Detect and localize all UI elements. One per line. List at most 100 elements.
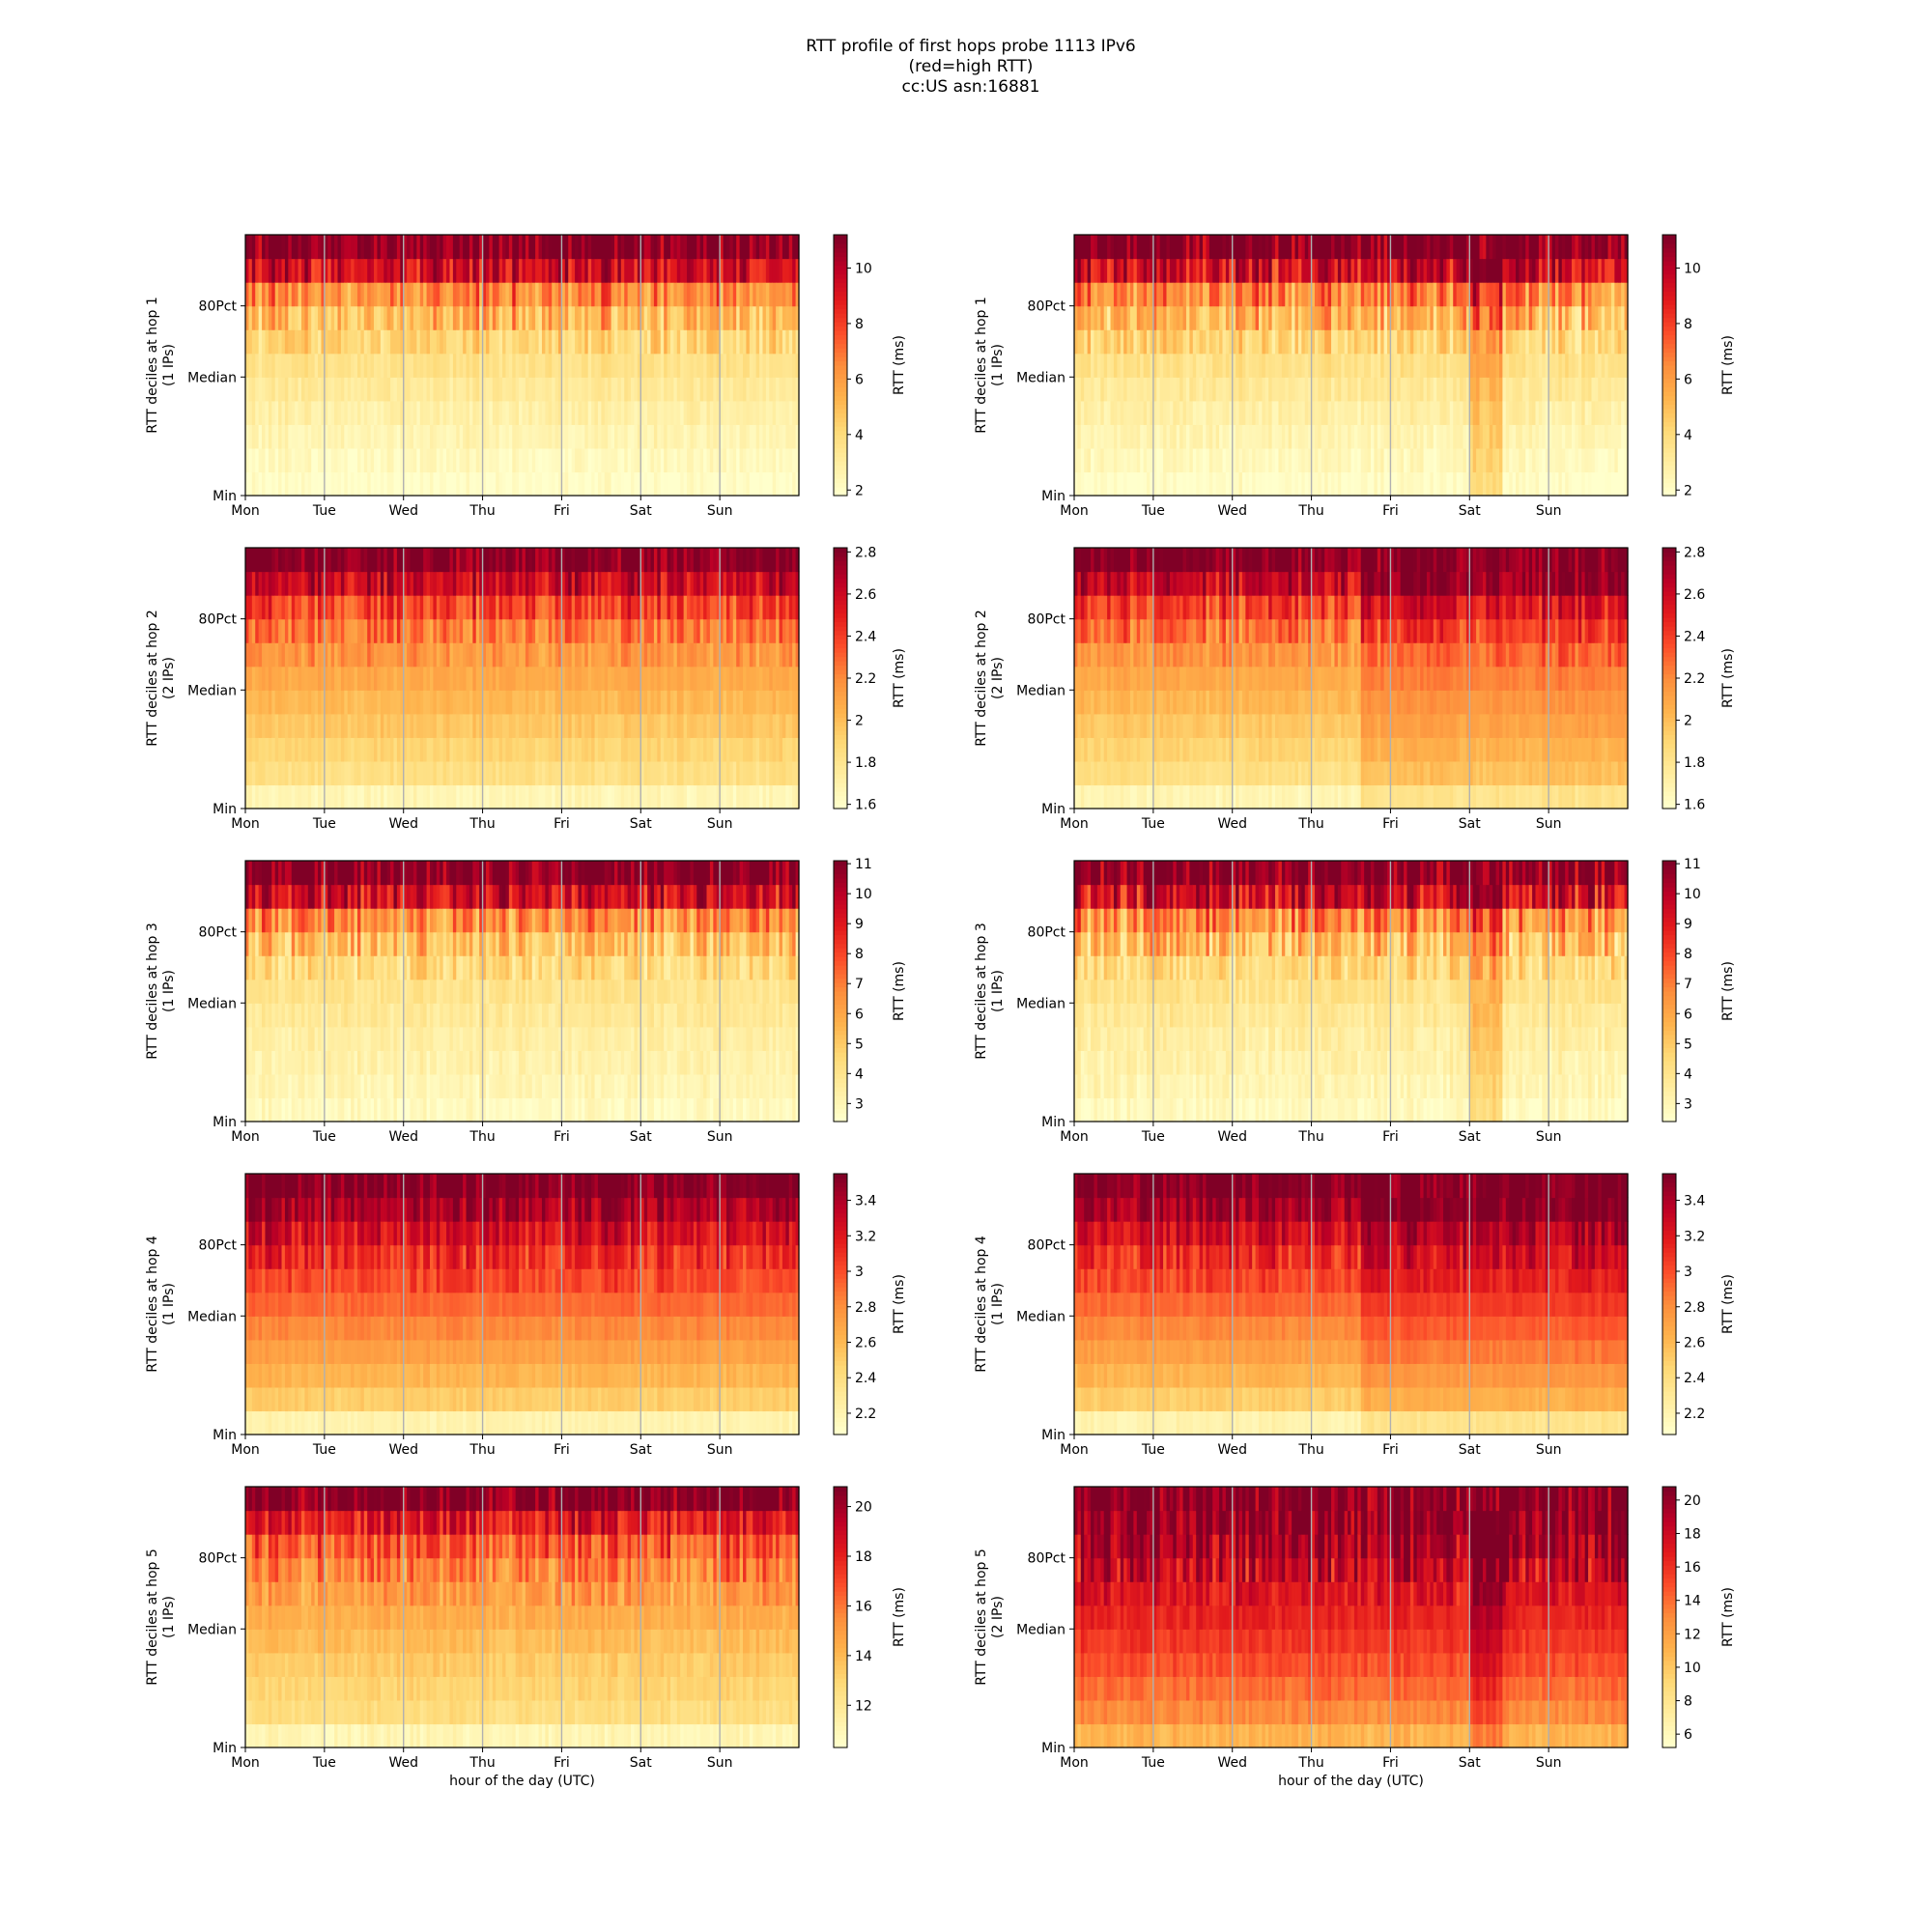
heatmap-cell <box>258 618 263 643</box>
heatmap-cell <box>676 471 681 497</box>
heatmap-cell <box>564 666 569 691</box>
heatmap-cell <box>776 447 781 473</box>
heatmap-cell <box>541 713 546 738</box>
heatmap-cell <box>1621 400 1626 425</box>
heatmap-cell <box>400 642 405 668</box>
heatmap-cell <box>1094 235 1098 260</box>
heatmap-cell <box>1551 471 1556 497</box>
heatmap-cell <box>360 618 365 643</box>
heatmap-cell <box>538 282 543 307</box>
heatmap-cell <box>265 282 270 307</box>
heatmap-cell <box>449 424 454 449</box>
heatmap-cell <box>637 282 641 307</box>
heatmap-cell <box>268 329 272 355</box>
heatmap-cell <box>1173 235 1178 260</box>
heatmap-cell <box>1143 329 1148 355</box>
heatmap-cell <box>1103 353 1108 378</box>
heatmap-cell <box>245 282 250 307</box>
heatmap-cell <box>528 305 533 330</box>
heatmap-cell <box>1159 282 1164 307</box>
heatmap-cell <box>1476 329 1481 355</box>
heatmap-cell <box>262 471 267 497</box>
heatmap-cell <box>736 400 741 425</box>
heatmap-cell <box>1311 282 1316 307</box>
heatmap-cell <box>1426 447 1431 473</box>
heatmap-cell <box>1542 400 1547 425</box>
heatmap-cell <box>1318 424 1322 449</box>
heatmap-cell <box>330 471 335 497</box>
heatmap-cell <box>265 690 270 715</box>
heatmap-cell <box>739 377 744 402</box>
heatmap-cell <box>485 618 490 643</box>
heatmap-cell <box>779 282 783 307</box>
heatmap-cell <box>650 447 655 473</box>
heatmap-cell <box>785 447 790 473</box>
heatmap-cell <box>442 447 447 473</box>
heatmap-cell <box>1212 400 1217 425</box>
heatmap-cell <box>597 424 602 449</box>
heatmap-cell <box>485 424 490 449</box>
heatmap-cell <box>1117 282 1122 307</box>
heatmap-cell <box>699 400 704 425</box>
heatmap-cell <box>1100 424 1105 449</box>
heatmap-cell <box>288 400 293 425</box>
heatmap-cell <box>479 282 484 307</box>
heatmap-cell <box>436 400 440 425</box>
heatmap-cell <box>1327 377 1332 402</box>
heatmap-cell <box>489 713 494 738</box>
heatmap-cell <box>1353 377 1358 402</box>
heatmap-cell <box>743 235 748 260</box>
heatmap-cell <box>1367 471 1372 497</box>
heatmap-cell <box>433 690 438 715</box>
heatmap-cell <box>496 760 500 786</box>
heatmap-cell <box>1575 235 1579 260</box>
heatmap-cell <box>643 329 648 355</box>
heatmap-cell <box>278 618 283 643</box>
heatmap-cell <box>1423 305 1428 330</box>
heatmap-cell <box>552 666 556 691</box>
heatmap-cell <box>1377 258 1381 283</box>
heatmap-cell <box>416 235 421 260</box>
heatmap-cell <box>1301 282 1306 307</box>
heatmap-cell <box>558 400 563 425</box>
heatmap-cell <box>1443 471 1448 497</box>
heatmap-cell <box>1439 377 1444 402</box>
heatmap-cell <box>515 595 520 620</box>
heatmap-cell <box>1169 329 1174 355</box>
heatmap-cell <box>281 642 286 668</box>
heatmap-cell <box>746 258 751 283</box>
heatmap-cell <box>1185 377 1190 402</box>
heatmap-cell <box>1370 305 1375 330</box>
heatmap-cell <box>403 737 408 762</box>
heatmap-cell <box>1594 305 1599 330</box>
heatmap-cell <box>452 447 457 473</box>
heatmap-cell <box>755 377 760 402</box>
heatmap-cell <box>1383 400 1388 425</box>
heatmap-cell <box>608 329 612 355</box>
heatmap-cell <box>410 282 414 307</box>
heatmap-cell <box>1173 471 1178 497</box>
heatmap-cell <box>412 282 417 307</box>
heatmap-cell <box>1281 377 1286 402</box>
heatmap-cell <box>1443 258 1448 283</box>
heatmap-cell <box>723 424 727 449</box>
heatmap-cell <box>1264 377 1269 402</box>
heatmap-cell <box>1397 377 1402 402</box>
heatmap-cell <box>1516 400 1520 425</box>
heatmap-cell <box>693 377 697 402</box>
heatmap-cell <box>1199 235 1204 260</box>
heatmap-cell <box>251 305 256 330</box>
heatmap-cell <box>300 713 305 738</box>
heatmap-cell <box>1232 258 1236 283</box>
heatmap-cell <box>1519 447 1523 473</box>
heatmap-cell <box>1248 400 1253 425</box>
heatmap-cell <box>327 400 332 425</box>
heatmap-cell <box>664 305 668 330</box>
heatmap-cell <box>765 400 770 425</box>
heatmap-cell <box>779 353 783 378</box>
heatmap-cell <box>1535 258 1540 283</box>
heatmap-cell <box>1430 400 1435 425</box>
heatmap-cell <box>723 377 727 402</box>
heatmap-cell <box>245 447 250 473</box>
heatmap-cell <box>489 690 494 715</box>
